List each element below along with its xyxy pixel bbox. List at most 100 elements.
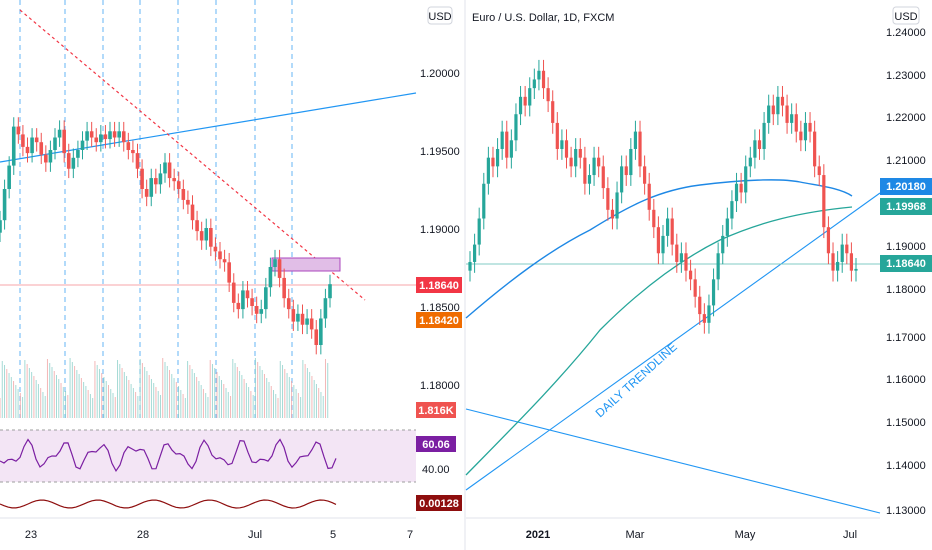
right-date-tick: 2021 [526,529,550,541]
right-currency-label: USD [894,11,917,23]
candle-body [305,318,309,325]
left-macd-tag [416,495,462,511]
right-date-tick: Mar [626,529,645,541]
candle-body [486,157,490,184]
left-last-price-text: 1.18640 [419,280,459,292]
candle-body [675,244,679,262]
candle-body [679,253,683,262]
right-fast-ma-tag [880,178,932,195]
candle-body [518,96,523,115]
candle-body [172,178,176,182]
candle-body [236,302,241,310]
left-date-tick: 23 [25,529,37,541]
candle-body [569,157,573,167]
candle-body [144,189,149,197]
left-price-axis: USD 1.20000 1.19500 1.19000 1.18500 1.18… [416,6,462,511]
candle-body [620,166,624,193]
candle-body [245,290,250,299]
left-last-price-tag [416,277,462,293]
candle-body [560,140,564,149]
candle-body [564,140,569,158]
right-descending-line [465,408,881,514]
left-volume-text: 1.816K [418,405,454,417]
candle-body [300,313,305,325]
candle-body [319,318,323,345]
candle-body [528,88,532,106]
candle-body [126,142,131,150]
candle-body [836,261,840,271]
candle-body [241,290,245,310]
candle-body [523,96,527,106]
right-daily-trendline [465,192,881,491]
candle-body [131,150,135,154]
candle-body [218,251,222,260]
candle-body [286,298,291,310]
candle-body [767,105,771,123]
candle-body [606,188,610,210]
right-date-axis: 2021 Mar May Jul [526,529,857,541]
right-price-tick: 1.17000 [886,332,926,344]
candle-body [748,157,752,167]
left-marked-price-text: 1.18420 [419,315,459,327]
left-trendline [0,92,417,163]
candle-body [121,131,126,143]
candle-body [854,268,858,271]
right-chart-title: Euro / U.S. Dollar, 1D, FXCM [472,12,614,24]
right-date-tick: Jul [843,529,857,541]
left-vertical-dashed-lines [19,0,293,418]
right-price-tick: 1.24000 [886,27,926,39]
candle-body [264,287,268,310]
right-slow-ma-text: 1.19968 [886,201,926,213]
candle-body [629,148,633,176]
candle-body [790,114,794,123]
candle-body [291,309,296,322]
left-rsi-tag [416,436,456,452]
candle-body [250,298,254,306]
candle-body [813,131,817,167]
candle-body [158,173,163,185]
candle-body [2,189,7,221]
right-price-tick: 1.16000 [886,374,926,386]
candle-body [89,131,94,138]
candle-body [652,209,656,228]
candle-body [546,88,550,102]
candle-body [259,309,264,314]
candle-body [0,220,2,233]
candle-body [282,277,286,299]
candle-body [491,157,495,167]
candle-body [601,166,605,189]
right-price-tick: 1.18000 [886,284,926,296]
candle-body [583,157,587,184]
candle-body [57,129,62,138]
candle-body [555,122,559,149]
candle-body [34,137,39,143]
candle-body [167,162,172,179]
candle-body [103,134,108,140]
candle-body [698,296,702,315]
candle-body [21,134,25,147]
candle-body [822,175,826,228]
candle-body [108,131,112,140]
candle-body [500,131,504,149]
candle-body [665,218,670,236]
candle-body [780,96,785,106]
candle-body [808,122,812,132]
candle-body [725,218,729,236]
left-date-tick: 5 [330,529,336,541]
left-macd-text: 0.00128 [419,498,459,510]
candle-body [85,131,89,141]
right-price-tick: 1.23000 [886,70,926,82]
candle-body [688,270,693,280]
candle-body [624,166,628,176]
candle-body [684,253,688,271]
candle-body [53,137,57,150]
candle-body [296,313,300,322]
left-rsi-text: 60.06 [422,439,450,451]
candle-body [753,140,757,158]
left-marked-price-tag [416,312,462,328]
candle-body [99,134,103,143]
candle-body [762,122,766,149]
candle-body [711,279,716,306]
right-price-tick: 1.15000 [886,417,926,429]
candle-body [592,157,596,176]
